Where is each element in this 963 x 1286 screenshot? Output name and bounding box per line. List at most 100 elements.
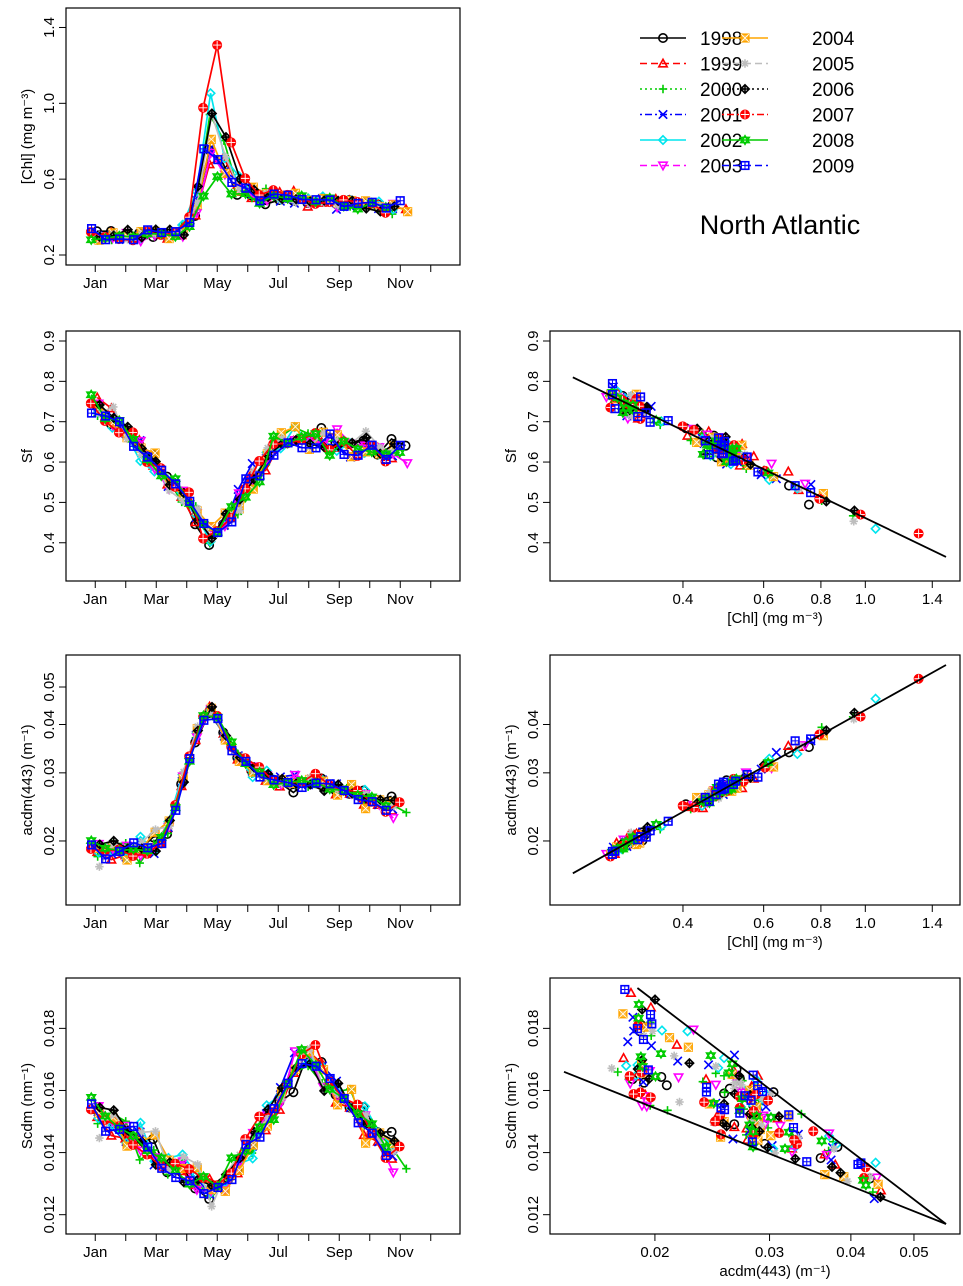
data-point bbox=[241, 474, 251, 484]
x-tick-label: May bbox=[203, 275, 232, 292]
data-point bbox=[367, 797, 377, 807]
data-point bbox=[361, 1110, 371, 1120]
data-point bbox=[655, 1047, 667, 1060]
data-point bbox=[367, 197, 377, 207]
data-point bbox=[85, 398, 96, 409]
data-point bbox=[735, 1077, 745, 1086]
data-point bbox=[185, 1176, 195, 1186]
x-tick-label: May bbox=[203, 591, 232, 608]
data-point bbox=[773, 1111, 785, 1122]
y-axis-label: Scdm (nm⁻¹) bbox=[503, 1063, 520, 1149]
data-point bbox=[857, 1174, 869, 1187]
data-point bbox=[803, 499, 814, 510]
x-tick-label: 0.6 bbox=[753, 915, 774, 932]
data-point bbox=[99, 1110, 111, 1122]
y-tick-label: 0.6 bbox=[525, 452, 542, 473]
data-point bbox=[213, 155, 223, 165]
data-point bbox=[870, 523, 881, 535]
legend-label: 2006 bbox=[812, 80, 854, 101]
data-point bbox=[324, 1083, 336, 1095]
y-tick-label: 0.6 bbox=[41, 452, 58, 473]
data-point bbox=[129, 441, 139, 451]
x-tick-label: 1.0 bbox=[855, 915, 876, 932]
legend-label: 1999 bbox=[700, 55, 742, 76]
data-point bbox=[157, 465, 167, 475]
data-point bbox=[269, 450, 279, 460]
data-point bbox=[720, 1088, 729, 1097]
data-point bbox=[367, 1128, 377, 1138]
legend-label: 2005 bbox=[812, 55, 854, 76]
data-point bbox=[394, 1141, 405, 1152]
data-point bbox=[716, 1103, 726, 1113]
data-point bbox=[710, 1080, 722, 1091]
data-point bbox=[624, 1079, 636, 1090]
series-line bbox=[90, 717, 387, 860]
y-axis-label: acdm(443) (m⁻¹) bbox=[503, 724, 520, 835]
data-point bbox=[788, 1122, 799, 1133]
data-point bbox=[802, 1157, 812, 1167]
data-point bbox=[624, 1071, 635, 1082]
x-tick-label: 0.8 bbox=[810, 915, 831, 932]
legend-label: 2007 bbox=[812, 106, 854, 127]
series-2007 bbox=[85, 398, 391, 544]
x-tick-label: 0.03 bbox=[755, 1244, 784, 1261]
data-point bbox=[311, 195, 321, 205]
data-point bbox=[311, 1061, 321, 1071]
data-point bbox=[225, 500, 238, 513]
data-point bbox=[129, 838, 139, 848]
y-tick-label: 0.012 bbox=[41, 1196, 58, 1234]
data-point bbox=[100, 411, 111, 421]
data-point bbox=[171, 479, 181, 489]
y-tick-label: 0.016 bbox=[525, 1072, 542, 1110]
y-tick-label: 0.05 bbox=[41, 672, 58, 701]
data-point bbox=[135, 1155, 144, 1165]
data-point bbox=[620, 984, 630, 995]
series-line bbox=[97, 1051, 394, 1196]
series-line bbox=[90, 1062, 387, 1195]
data-point bbox=[253, 1121, 266, 1133]
data-point bbox=[636, 392, 646, 402]
data-point bbox=[402, 808, 411, 817]
data-point bbox=[121, 1117, 130, 1126]
data-point bbox=[143, 452, 153, 462]
plot-area bbox=[563, 984, 947, 1225]
data-point bbox=[361, 427, 371, 436]
data-point bbox=[197, 1170, 210, 1183]
series-line bbox=[90, 394, 400, 534]
data-point bbox=[297, 443, 307, 453]
data-point bbox=[239, 491, 252, 504]
y-tick-label: 1.0 bbox=[41, 93, 58, 114]
data-point bbox=[319, 428, 328, 438]
data-point bbox=[108, 835, 120, 847]
data-point bbox=[799, 479, 811, 490]
plot-frame bbox=[65, 330, 461, 582]
y-axis-label: Sf bbox=[503, 448, 520, 463]
data-point bbox=[380, 1141, 392, 1154]
data-point bbox=[184, 487, 195, 498]
data-point bbox=[113, 427, 124, 438]
legend-entry-2000: 2000 bbox=[640, 80, 742, 101]
x-tick-label: Jul bbox=[269, 275, 288, 292]
data-point bbox=[198, 533, 209, 544]
data-point bbox=[366, 1117, 378, 1130]
panel-acdm-vs-chl: 0.4 0.6 0.8 1.0 1.4 0.02 0.03 0.04 acdm(443) (m⁻… bbox=[503, 654, 961, 951]
x-tick-label: 1.4 bbox=[922, 915, 943, 932]
x-axis-label: acdm(443) (m⁻¹) bbox=[719, 1263, 830, 1280]
x-tick-label: Jan bbox=[83, 591, 107, 608]
data-point bbox=[137, 450, 146, 460]
data-point bbox=[706, 435, 715, 444]
data-point bbox=[613, 1067, 622, 1077]
data-point bbox=[288, 1087, 299, 1098]
data-point bbox=[375, 442, 385, 452]
data-point bbox=[743, 1119, 756, 1131]
series-2009 bbox=[620, 984, 866, 1170]
data-point bbox=[227, 517, 237, 527]
y-tick-label: 0.5 bbox=[525, 492, 542, 513]
data-point bbox=[623, 1036, 633, 1047]
data-point bbox=[381, 805, 391, 815]
data-point bbox=[401, 459, 413, 470]
series-2009 bbox=[86, 408, 405, 538]
data-point bbox=[871, 1173, 883, 1184]
panel-chl-seasonal: Jan Mar May Jul Sep Nov 0.2 0.6 1.0 1.4 [Chl] (mg … bbox=[19, 7, 461, 292]
data-point bbox=[165, 1166, 174, 1175]
